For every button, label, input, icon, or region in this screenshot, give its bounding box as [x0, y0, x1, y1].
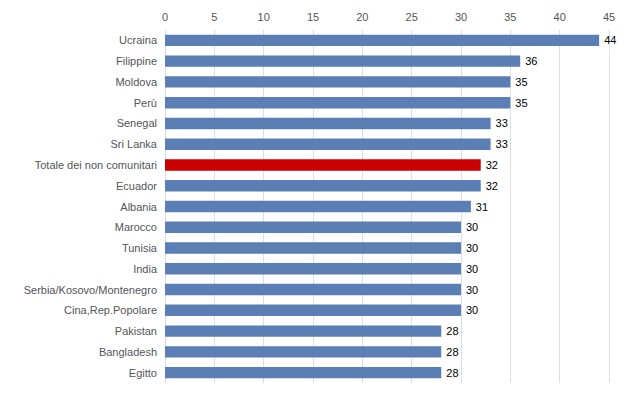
svg-text:30: 30	[466, 304, 478, 316]
svg-text:5: 5	[211, 11, 217, 23]
svg-text:Sri Lanka: Sri Lanka	[111, 138, 158, 150]
svg-text:India: India	[133, 263, 158, 275]
svg-text:Cina,Rep.Popolare: Cina,Rep.Popolare	[64, 304, 157, 316]
svg-text:15: 15	[307, 11, 319, 23]
svg-text:33: 33	[496, 138, 508, 150]
svg-text:10: 10	[258, 11, 270, 23]
svg-text:Perù: Perù	[134, 97, 157, 109]
svg-text:28: 28	[446, 346, 458, 358]
svg-text:31: 31	[476, 201, 488, 213]
svg-text:36: 36	[525, 55, 537, 67]
svg-text:Ucraina: Ucraina	[119, 34, 158, 46]
svg-text:28: 28	[446, 367, 458, 379]
svg-text:45: 45	[603, 11, 615, 23]
svg-text:30: 30	[466, 242, 478, 254]
svg-text:Ecuador: Ecuador	[116, 180, 157, 192]
svg-text:32: 32	[486, 159, 498, 171]
svg-text:Pakistan: Pakistan	[115, 325, 157, 337]
svg-text:28: 28	[446, 325, 458, 337]
svg-text:Filippine: Filippine	[116, 55, 157, 67]
svg-text:30: 30	[455, 11, 467, 23]
svg-text:30: 30	[466, 284, 478, 296]
svg-text:Totale dei non comunitari: Totale dei non comunitari	[35, 159, 157, 171]
svg-text:33: 33	[496, 117, 508, 129]
svg-text:35: 35	[515, 97, 527, 109]
svg-text:30: 30	[466, 221, 478, 233]
svg-text:30: 30	[466, 263, 478, 275]
svg-text:Marocco: Marocco	[115, 221, 157, 233]
svg-text:Albania: Albania	[120, 201, 158, 213]
svg-text:Moldova: Moldova	[115, 76, 157, 88]
svg-text:35: 35	[504, 11, 516, 23]
svg-text:35: 35	[515, 76, 527, 88]
svg-text:Egitto: Egitto	[129, 367, 157, 379]
svg-text:40: 40	[554, 11, 566, 23]
svg-text:25: 25	[406, 11, 418, 23]
svg-text:20: 20	[356, 11, 368, 23]
svg-text:Serbia/Kosovo/Montenegro: Serbia/Kosovo/Montenegro	[24, 284, 157, 296]
svg-text:Senegal: Senegal	[117, 117, 157, 129]
svg-text:32: 32	[486, 180, 498, 192]
svg-text:Bangladesh: Bangladesh	[99, 346, 157, 358]
svg-text:Tunisia: Tunisia	[122, 242, 158, 254]
svg-text:0: 0	[162, 11, 168, 23]
svg-text:44: 44	[604, 34, 616, 46]
